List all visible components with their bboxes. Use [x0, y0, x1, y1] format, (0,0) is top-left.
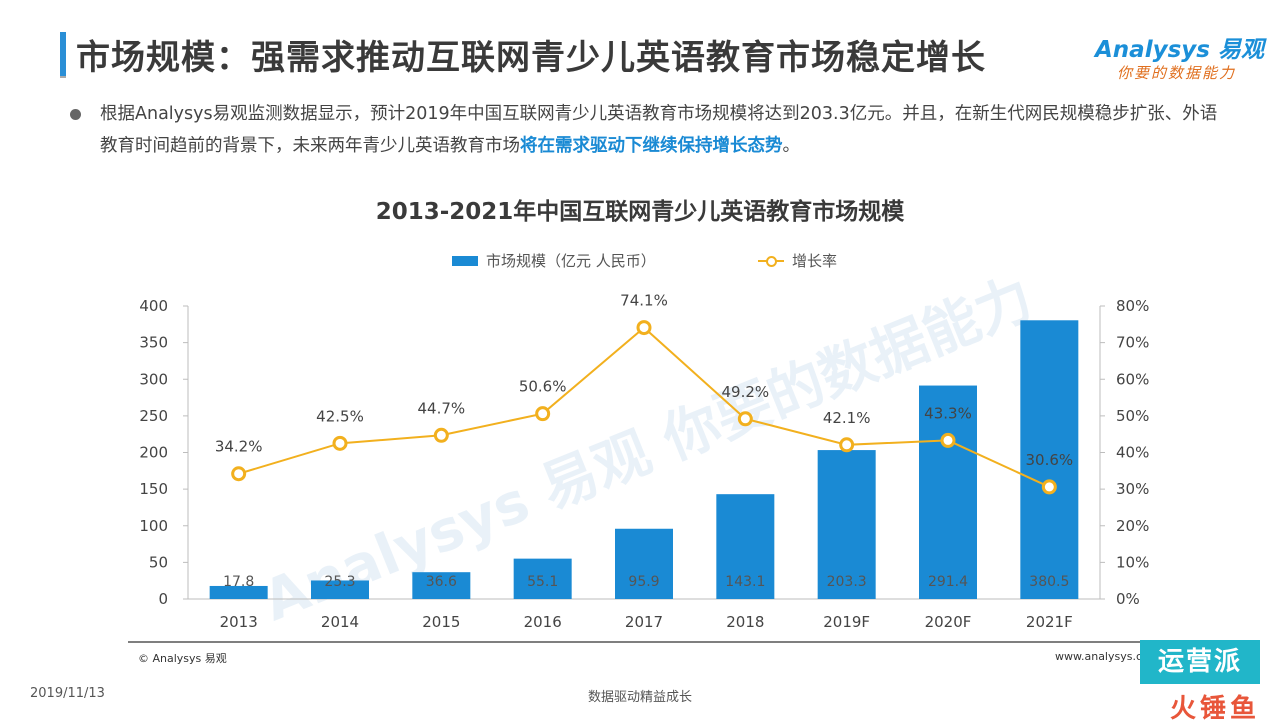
bar-value-label: 17.8 [223, 574, 254, 590]
y-right-tick-label: 80% [1116, 297, 1149, 315]
bar-value-label: 380.5 [1029, 574, 1069, 590]
x-tick-label: 2016 [524, 613, 562, 631]
bar-value-label: 36.6 [426, 574, 457, 590]
bar [412, 572, 471, 599]
growth-rate-label: 30.6% [1026, 451, 1074, 469]
legend-item-growth-rate: 增长率 [758, 250, 837, 271]
x-tick-label: 2019F [823, 613, 870, 631]
x-tick-label: 2013 [220, 613, 258, 631]
summary-paragraph: 根据Analysys易观监测数据显示，预计2019年中国互联网青少儿英语教育市场… [100, 98, 1230, 162]
y-left-tick-label: 200 [139, 444, 168, 462]
y-right-tick-label: 40% [1116, 444, 1149, 462]
analysys-logo: Analysys 易观 你要的数据能力 [1095, 30, 1264, 86]
legend-label-market-size: 市场规模（亿元 人民币） [486, 252, 656, 270]
growth-rate-label: 49.2% [722, 383, 770, 401]
bar-value-label: 143.1 [725, 574, 765, 590]
growth-rate-label: 42.1% [823, 409, 871, 427]
y-right-tick-label: 30% [1116, 480, 1149, 498]
x-tick-label: 2018 [726, 613, 764, 631]
footer-slogan: 数据驱动精益成长 [587, 690, 692, 705]
growth-rate-point [1041, 479, 1057, 495]
y-left-tick-label: 50 [149, 553, 168, 571]
bar [209, 585, 268, 599]
bar [513, 558, 572, 599]
x-tick-label: 2020F [925, 613, 972, 631]
summary-text-end: 。 [782, 136, 801, 156]
corner-watermark-bottom: 火锤鱼 [1170, 694, 1261, 724]
y-left-tick-label: 300 [139, 370, 168, 388]
source-left: © Analysys 易观 [138, 652, 227, 665]
growth-rate-point [535, 406, 551, 422]
y-right-tick-label: 50% [1116, 407, 1149, 425]
y-left-tick-label: 400 [139, 297, 168, 315]
footer-date: 2019/11/13 [30, 686, 105, 701]
y-right-tick-label: 60% [1116, 370, 1149, 388]
corner-watermark-logo: 运营派 火锤鱼 [1140, 640, 1280, 724]
y-left-tick-label: 100 [139, 517, 168, 535]
growth-rate-point [332, 435, 348, 451]
bar [817, 450, 876, 599]
y-left-tick-label: 250 [139, 407, 168, 425]
growth-rate-point [737, 411, 753, 427]
growth-rate-label: 74.1% [620, 292, 668, 310]
legend-label-growth-rate: 增长率 [792, 252, 838, 270]
growth-rate-label: 34.2% [215, 438, 263, 456]
bar-value-label: 95.9 [628, 574, 659, 590]
legend-bar-swatch [452, 255, 478, 266]
chart-legend: 市场规模（亿元 人民币） 增长率 [0, 250, 1280, 274]
corner-watermark-top: 运营派 [1140, 640, 1260, 684]
source-url: www.analysys.cn [1055, 650, 1149, 663]
y-right-tick-label: 20% [1116, 517, 1149, 535]
legend-line-swatch [758, 255, 784, 267]
chart-title: 2013-2021年中国互联网青少儿英语教育市场规模 [375, 199, 905, 225]
y-left-tick-label: 350 [139, 334, 168, 352]
growth-rate-label: 43.3% [924, 404, 972, 422]
bar [919, 385, 977, 599]
x-tick-label: 2017 [625, 613, 663, 631]
growth-rate-point [839, 437, 855, 453]
growth-rate-label: 50.6% [519, 378, 567, 396]
summary-highlight: 将在需求驱动下继续保持增长态势 [520, 136, 783, 156]
x-tick-label: 2021F [1026, 613, 1073, 631]
logo-name: Analysys 易观 [1095, 37, 1264, 63]
growth-rate-point [231, 466, 247, 482]
y-right-tick-label: 70% [1116, 334, 1149, 352]
bar [311, 580, 369, 599]
x-tick-label: 2015 [422, 613, 460, 631]
bar-value-label: 291.4 [928, 574, 968, 590]
y-right-tick-label: 10% [1116, 553, 1149, 571]
bar-value-label: 25.3 [324, 574, 355, 590]
growth-rate-point [433, 427, 449, 443]
bar-value-label: 55.1 [527, 574, 558, 590]
title-accent-underline [60, 76, 66, 78]
logo-tagline: 你要的数据能力 [1117, 64, 1237, 82]
bullet-icon [70, 109, 81, 120]
y-left-tick-label: 150 [139, 480, 168, 498]
title-accent-bar [60, 32, 66, 76]
bar-value-label: 203.3 [827, 574, 867, 590]
bar [615, 528, 673, 599]
growth-rate-label: 42.5% [316, 407, 364, 425]
summary-text-lead: 根据Analysys易观监测数据显示，预计2019年中国互联网青少儿英语教育市场… [100, 104, 1218, 156]
y-right-tick-label: 0% [1116, 590, 1140, 608]
growth-rate-label: 44.7% [418, 399, 466, 417]
page-title: 市场规模：强需求推动互联网青少儿英语教育市场稳定增长 [76, 38, 986, 78]
bar [1020, 320, 1079, 599]
growth-rate-point [940, 432, 956, 448]
legend-item-market-size: 市场规模（亿元 人民币） [452, 250, 656, 271]
growth-rate-point [636, 320, 652, 336]
x-tick-label: 2014 [321, 613, 359, 631]
bar [716, 494, 775, 599]
y-left-tick-label: 0 [158, 590, 168, 608]
